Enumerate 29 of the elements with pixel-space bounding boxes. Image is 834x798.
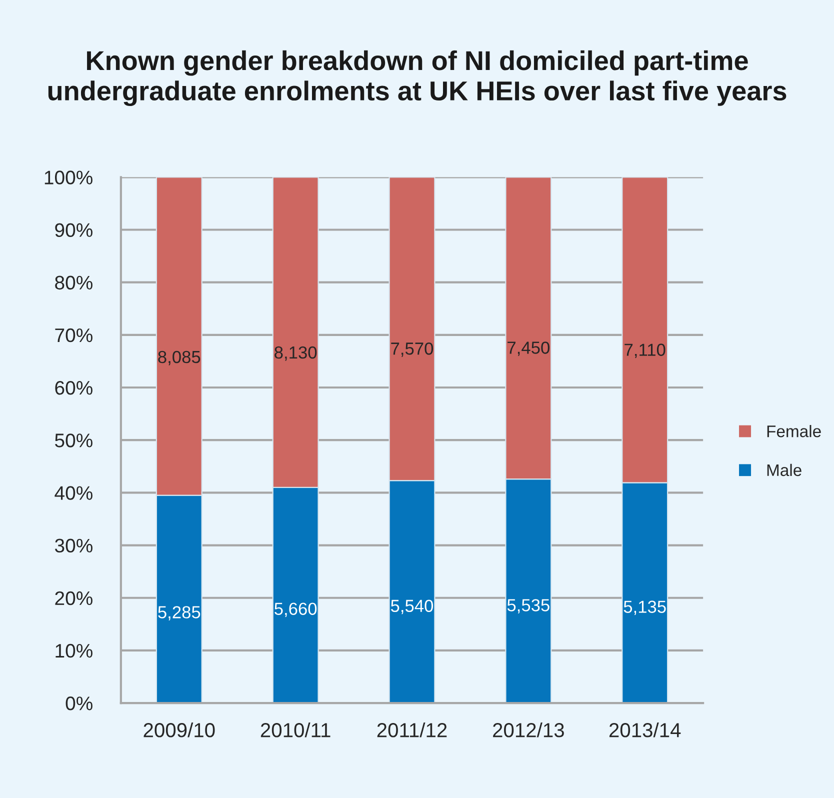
legend-label: Female [767, 424, 821, 438]
chart-title: Known gender breakdown of NI domiciled part-time undergraduate enrolments at UK HEIs over last five years [48, 50, 786, 106]
annotation: 5,540 [390, 600, 434, 614]
y-tick-label: 100% [44, 170, 92, 184]
y-tick-label: 60% [55, 380, 92, 395]
annotation: 7,450 [508, 342, 550, 356]
y-tick-label: 20% [55, 591, 92, 606]
annotation: 5,535 [507, 599, 550, 614]
y-tick-label: 50% [55, 434, 92, 448]
annotation: 7,570 [391, 342, 434, 357]
x-tick-label: 2010/11 [260, 722, 330, 738]
y-tick-label: 90% [55, 223, 92, 237]
x-tick-label: 2013/14 [609, 722, 681, 738]
y-tick-label: 70% [55, 328, 92, 342]
x-tick-label: 2011/12 [377, 722, 447, 738]
annotation: 5,660 [274, 602, 317, 618]
annotation: 8,085 [158, 350, 200, 366]
annotation: 8,130 [274, 346, 317, 361]
annotation: 5,135 [624, 600, 666, 615]
annotation: 7,110 [624, 344, 666, 358]
x-tick-label: 2012/13 [493, 722, 564, 738]
y-tick-label: 80% [55, 276, 92, 290]
legend-label: Male [767, 464, 802, 476]
annotation: 5,285 [158, 606, 200, 620]
y-tick-label: 10% [56, 644, 92, 658]
y-tick-label: 0% [66, 696, 92, 710]
y-tick-label: 40% [54, 486, 92, 500]
y-tick-label: 30% [54, 538, 92, 553]
x-tick-label: 2009/10 [144, 722, 215, 738]
